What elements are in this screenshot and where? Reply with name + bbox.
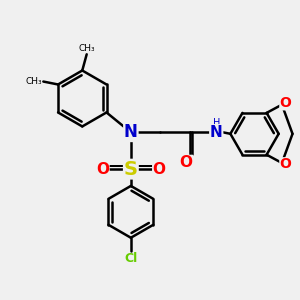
Text: O: O: [180, 155, 193, 170]
Text: N: N: [124, 123, 138, 141]
Text: O: O: [96, 162, 110, 177]
Text: O: O: [280, 158, 291, 171]
Text: Cl: Cl: [124, 253, 137, 266]
Text: CH₃: CH₃: [78, 44, 95, 53]
Text: H: H: [213, 118, 220, 128]
Text: CH₃: CH₃: [25, 77, 42, 86]
Text: N: N: [210, 125, 223, 140]
Text: S: S: [124, 160, 138, 178]
Text: O: O: [152, 162, 165, 177]
Text: O: O: [280, 96, 291, 110]
